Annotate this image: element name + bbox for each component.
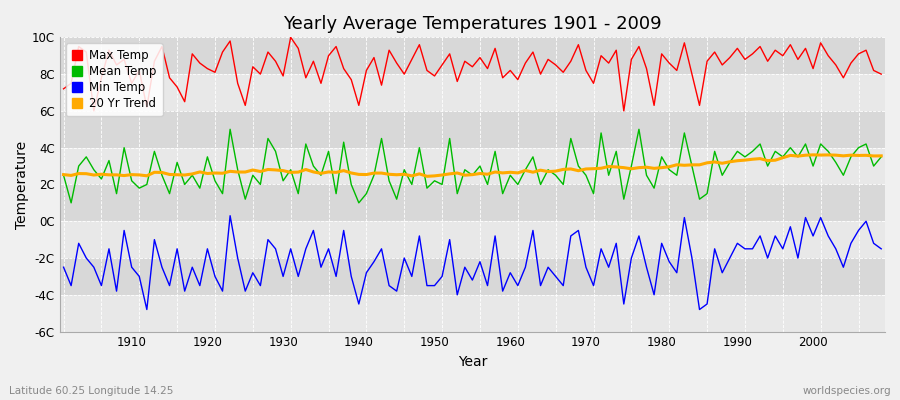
Y-axis label: Temperature: Temperature [15,140,29,228]
Text: Latitude 60.25 Longitude 14.25: Latitude 60.25 Longitude 14.25 [9,386,174,396]
Bar [59,221,885,258]
Bar [59,258,885,295]
Legend: Max Temp, Mean Temp, Min Temp, 20 Yr Trend: Max Temp, Mean Temp, Min Temp, 20 Yr Tre… [66,43,163,116]
Title: Yearly Average Temperatures 1901 - 2009: Yearly Average Temperatures 1901 - 2009 [284,15,662,33]
Bar [59,37,885,74]
Bar [59,74,885,111]
Bar [59,295,885,332]
Text: worldspecies.org: worldspecies.org [803,386,891,396]
X-axis label: Year: Year [458,355,487,369]
Bar [59,148,885,184]
Bar [59,111,885,148]
Bar [59,184,885,221]
